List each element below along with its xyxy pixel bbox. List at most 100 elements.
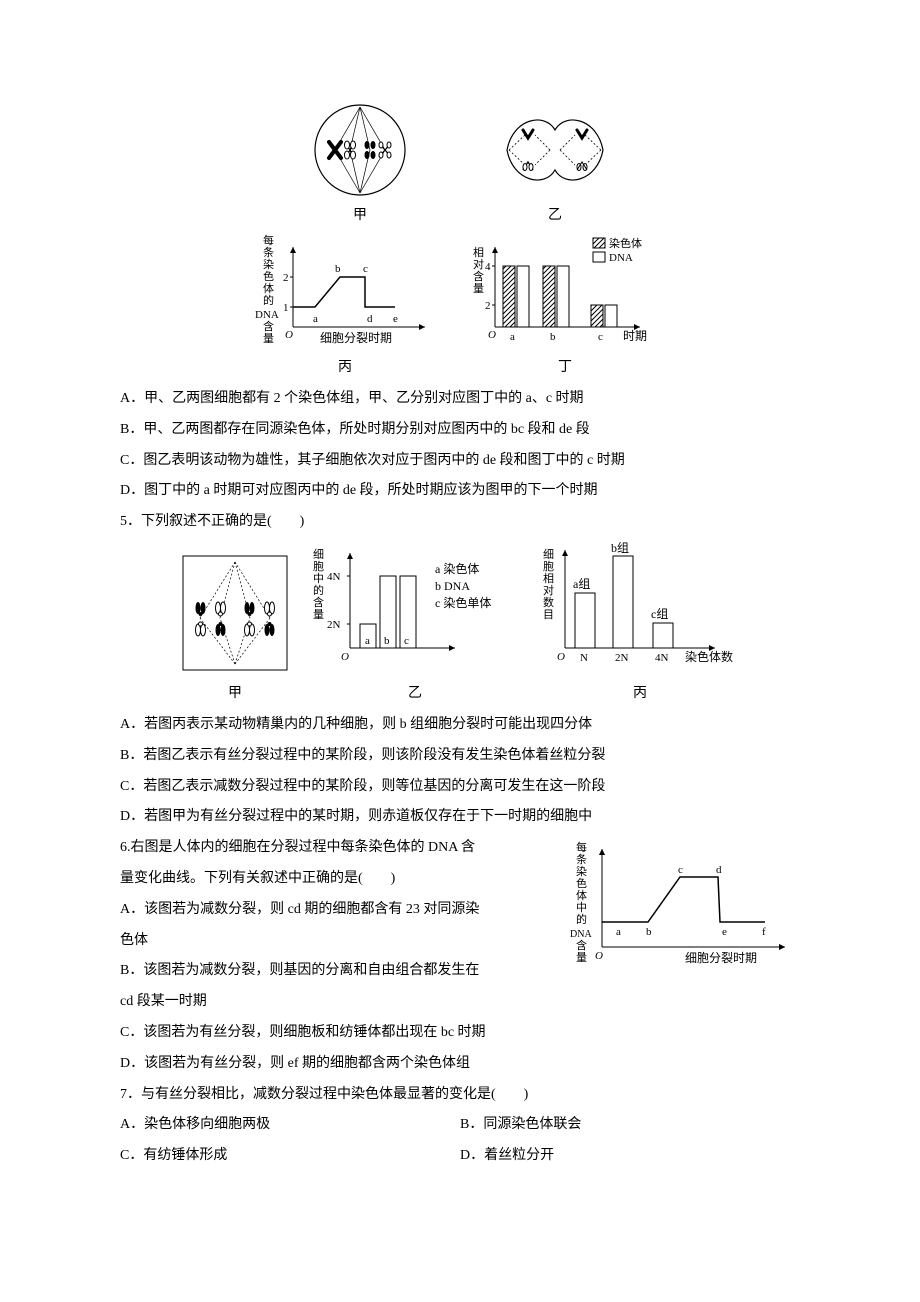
q4-optC: C．图乙表明该动物为雄性，其子细胞依次对应于图丙中的 de 段和图丁中的 c 时… (120, 446, 800, 477)
svg-text:DNA: DNA (570, 929, 592, 940)
chart-ding-svg: 相 对 含 量 O 2 4 a (465, 232, 665, 352)
fig-ding: 相 对 含 量 O 2 4 a (465, 232, 665, 376)
svg-text:a 染色体: a 染色体 (435, 561, 479, 576)
svg-text:细胞分裂时期: 细胞分裂时期 (685, 951, 757, 965)
svg-text:染: 染 (263, 257, 274, 271)
svg-text:细: 细 (543, 548, 554, 561)
svg-text:a: a (365, 635, 370, 647)
fig2-yi: 细 胞 中 的 含 量 2N 4N a b c (305, 538, 525, 702)
jia-caption: 甲 (353, 204, 367, 224)
q7-optC: C．有纺锤体形成 (120, 1141, 460, 1172)
q6-optB2: cd 段某一时期 (120, 987, 800, 1018)
svg-text:c: c (598, 331, 603, 343)
q5-optB: B．若图乙表示有丝分裂过程中的某阶段，则该阶段没有发生染色体着丝粒分裂 (120, 741, 800, 772)
svg-text:量: 量 (263, 332, 274, 345)
chart-bing-svg: 每 条 染 色 体 的 DNA 含 量 1 2 (255, 232, 435, 352)
svg-text:条: 条 (263, 245, 274, 259)
svg-text:a: a (616, 926, 621, 938)
yi-caption: 乙 (548, 204, 562, 224)
q7-optB: B．同源染色体联会 (460, 1110, 800, 1141)
svg-text:量: 量 (576, 951, 587, 964)
q6-fig: 每 条 染 色 体 中 的 DNA 含 量 O (570, 833, 800, 982)
svg-text:b: b (384, 635, 390, 647)
q6-stem2: 量变化曲线。下列有关叙述中正确的是( ) (120, 864, 560, 895)
q4-optA: A．甲、乙两图细胞都有 2 个染色体组，甲、乙分别对应图丁中的 a、c 时期 (120, 384, 800, 415)
fig-yi: 乙 (495, 100, 615, 224)
fig2-bing: 细 胞 相 对 数 目 O N 2N 4N 染色体数 a组 b组 (535, 538, 745, 702)
chart2-bing-svg: 细 胞 相 对 数 目 O N 2N 4N 染色体数 a组 b组 (535, 538, 745, 678)
bing-caption: 丙 (338, 356, 352, 376)
svg-text:e: e (393, 313, 398, 325)
q4-optD: D．图丁中的 a 时期可对应图丙中的 de 段，所处时期应该为图甲的下一个时期 (120, 476, 800, 507)
svg-text:细: 细 (313, 548, 324, 561)
svg-text:2: 2 (283, 272, 289, 284)
page: 甲 (0, 0, 920, 1232)
svg-text:c: c (404, 635, 409, 647)
q4-optB: B．甲、乙两图都存在同源染色体，所处时期分别对应图丙中的 bc 段和 de 段 (120, 415, 800, 446)
q6-optC: C．该图若为有丝分裂，则细胞板和纺锤体都出现在 bc 时期 (120, 1018, 800, 1049)
svg-text:b: b (335, 263, 341, 275)
svg-text:染: 染 (576, 864, 587, 878)
fig2-jia-caption: 甲 (228, 682, 242, 702)
svg-text:c: c (678, 864, 683, 876)
fig2-row: 甲 细 胞 中 的 含 量 2N 4N a (120, 538, 800, 702)
chart2-yi-svg: 细 胞 中 的 含 量 2N 4N a b c (305, 538, 525, 678)
svg-text:DNA: DNA (255, 309, 279, 321)
svg-text:d: d (716, 864, 722, 876)
svg-text:2N: 2N (615, 652, 629, 664)
q6-optA2: 色体 (120, 926, 560, 957)
svg-text:含: 含 (313, 595, 324, 609)
svg-text:e: e (722, 926, 727, 938)
chart-q6-svg: 每 条 染 色 体 中 的 DNA 含 量 O (570, 837, 800, 977)
svg-text:量: 量 (473, 282, 484, 295)
svg-text:含: 含 (576, 938, 587, 952)
bing-xlabel: 细胞分裂时期 (320, 331, 392, 345)
svg-text:b: b (646, 926, 652, 938)
q5-stem: 5．下列叙述不正确的是( ) (120, 507, 800, 538)
svg-text:4N: 4N (327, 571, 341, 583)
fig1-row1: 甲 (120, 100, 800, 224)
q6-optB1: B．该图若为减数分裂，则基因的分离和自由组合都发生在 (120, 956, 560, 987)
svg-text:相: 相 (473, 246, 484, 259)
svg-text:O: O (341, 651, 349, 663)
q7-optD: D．着丝粒分开 (460, 1141, 800, 1172)
svg-text:相: 相 (543, 572, 554, 585)
svg-text:N: N (580, 652, 588, 664)
svg-text:中: 中 (576, 901, 587, 914)
svg-text:f: f (762, 926, 766, 938)
svg-text:含: 含 (473, 269, 484, 283)
cell2-jia-svg (175, 548, 295, 678)
svg-text:数: 数 (543, 596, 554, 609)
svg-text:4N: 4N (655, 652, 669, 664)
svg-text:体: 体 (576, 888, 587, 902)
q7-optA: A．染色体移向细胞两极 (120, 1110, 460, 1141)
svg-text:的: 的 (313, 583, 324, 597)
q7-row2: C．有纺锤体形成 D．着丝粒分开 (120, 1141, 800, 1172)
svg-text:量: 量 (313, 608, 324, 621)
svg-text:时期: 时期 (623, 329, 647, 343)
svg-text:2: 2 (485, 300, 491, 312)
ding-caption: 丁 (558, 356, 572, 376)
q7-stem: 7．与有丝分裂相比，减数分裂过程中染色体最显著的变化是( ) (120, 1080, 800, 1111)
svg-text:1: 1 (283, 302, 289, 314)
svg-text:c: c (363, 263, 368, 275)
q6-optD: D．该图若为有丝分裂，则 ef 期的细胞都含两个染色体组 (120, 1049, 800, 1080)
fig1-row2: 每 条 染 色 体 的 DNA 含 量 1 2 (120, 232, 800, 376)
svg-text:染色体: 染色体 (609, 236, 642, 250)
fig-bing: 每 条 染 色 体 的 DNA 含 量 1 2 (255, 232, 435, 376)
svg-text:O: O (557, 651, 565, 663)
svg-text:O: O (285, 329, 293, 341)
svg-text:条: 条 (576, 852, 587, 866)
svg-text:a: a (313, 313, 318, 325)
svg-text:染色体数: 染色体数 (685, 649, 733, 664)
svg-text:的: 的 (576, 912, 587, 926)
svg-text:的: 的 (263, 293, 274, 307)
svg-text:胞: 胞 (313, 560, 324, 573)
svg-text:a组: a组 (573, 577, 590, 591)
svg-text:a: a (510, 331, 515, 343)
q6-wrap: 6.右图是人体内的细胞在分裂过程中每条染色体的 DNA 含 量变化曲线。下列有关… (120, 833, 800, 987)
bing-ylabel: 每 (263, 233, 274, 247)
fig2-jia: 甲 (175, 548, 295, 702)
svg-text:对: 对 (543, 583, 554, 597)
q6-optA1: A．该图若为减数分裂，则 cd 期的细胞都含有 23 对同源染 (120, 895, 560, 926)
